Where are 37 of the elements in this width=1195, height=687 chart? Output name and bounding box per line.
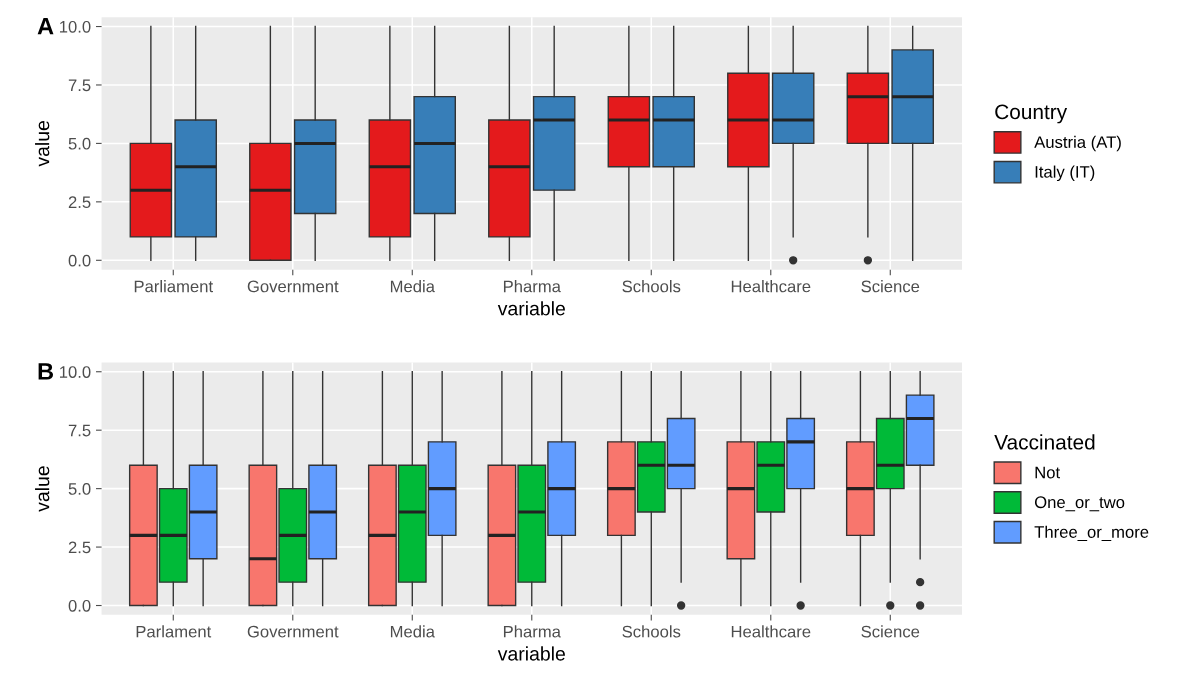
x-tick-label: Science <box>861 280 920 293</box>
y-tick-label: 10.0 <box>59 20 91 33</box>
x-tick-label: Healthcare <box>731 625 811 638</box>
x-tick-label: Media <box>390 280 435 293</box>
y-tick-label: 7.5 <box>68 79 91 92</box>
y-tick-label: 5.0 <box>68 137 91 150</box>
x-tick-label: Science <box>861 625 920 638</box>
x-tick-label: Schools <box>622 280 681 293</box>
chart-title: B <box>38 363 54 380</box>
legend-label: Italy (IT) <box>1035 165 1095 182</box>
x-tick-label: Parliament <box>134 280 213 293</box>
x-tick-label: Government <box>247 280 339 293</box>
chart-title: A <box>37 18 54 35</box>
x-tick-label: Pharma <box>503 280 561 293</box>
legend-label: Not <box>1035 466 1060 479</box>
y-tick-label: 7.5 <box>68 424 91 437</box>
legend-label: Three_or_more <box>1034 525 1149 542</box>
y-tick-label: 0.0 <box>68 599 91 612</box>
x-axis-title: variable <box>497 646 565 661</box>
y-axis-title: value <box>35 121 50 167</box>
x-tick-label: Parlament <box>136 625 212 638</box>
legend-label: Austria (AT) <box>1034 135 1121 152</box>
y-tick-label: 5.0 <box>68 483 91 495</box>
y-tick-label: 2.5 <box>68 196 91 209</box>
legend-title: Country <box>995 104 1068 124</box>
y-tick-label: 0.0 <box>68 254 91 267</box>
y-tick-label: 2.5 <box>68 541 91 554</box>
y-tick-label: 10.0 <box>59 366 91 378</box>
x-tick-label: Healthcare <box>731 280 811 293</box>
legend-title: Vaccinated <box>994 434 1095 450</box>
x-axis-title: variable <box>497 301 565 316</box>
x-tick-label: Media <box>390 625 435 638</box>
y-axis-title: value <box>35 466 50 512</box>
legend-label: One_or_two <box>1034 496 1125 512</box>
x-tick-label: Schools <box>622 625 681 638</box>
x-tick-label: Government <box>247 625 339 638</box>
x-tick-label: Pharma <box>503 625 561 638</box>
